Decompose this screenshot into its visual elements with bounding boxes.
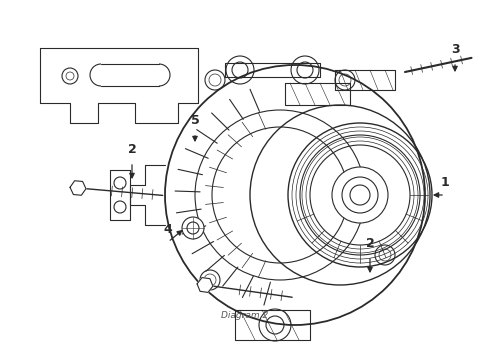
Text: 2: 2 (365, 237, 374, 250)
Text: 5: 5 (190, 114, 199, 127)
Circle shape (331, 167, 387, 223)
Polygon shape (70, 181, 86, 195)
Polygon shape (197, 278, 212, 292)
Text: 4: 4 (163, 223, 172, 236)
Text: 3: 3 (450, 43, 458, 56)
Text: 2: 2 (127, 143, 136, 156)
Text: 1: 1 (440, 176, 448, 189)
Circle shape (182, 217, 203, 239)
Text: Diagram 2: Diagram 2 (221, 311, 268, 320)
